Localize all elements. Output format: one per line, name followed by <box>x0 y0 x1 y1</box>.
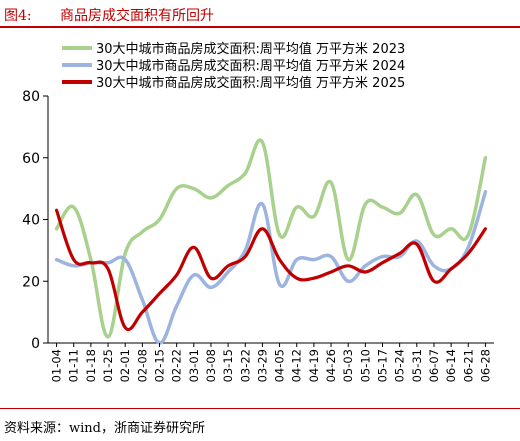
x-axis-ticks: 01-04 01-11 01-18 01-25 02-01 02-08 02-15 02-22… <box>50 343 492 382</box>
figure-header: 图4: 商品房成交面积有所回升 <box>0 0 520 28</box>
x-tick-label: 02-22 <box>170 349 184 382</box>
legend-label: 30大中城市商品房成交面积:周平均值 万平方米 2024 <box>96 58 405 74</box>
x-tick-label: 06-14 <box>444 349 458 382</box>
y-tick-label: 20 <box>22 274 40 290</box>
x-tick-label: 01-11 <box>67 349 81 382</box>
x-tick-label: 06-21 <box>461 349 475 382</box>
x-tick-label: 04-05 <box>273 349 287 382</box>
x-tick-label: 02-08 <box>135 349 149 382</box>
y-tick-label: 40 <box>22 213 40 229</box>
x-tick-label: 03-08 <box>204 349 218 382</box>
x-tick-label: 05-31 <box>410 349 424 382</box>
chart-series <box>54 138 488 345</box>
figure-title: 商品房成交面积有所回升 <box>60 8 214 24</box>
y-axis-ticks: 0 20 40 60 80 <box>22 89 48 352</box>
line-chart: 30大中城市商品房成交面积:周平均值 万平方米 202330大中城市商品房成交面… <box>22 41 494 382</box>
x-tick-label: 02-15 <box>153 349 167 382</box>
x-tick-label: 01-04 <box>50 349 64 382</box>
chart-legend: 30大中城市商品房成交面积:周平均值 万平方米 202330大中城市商品房成交面… <box>62 41 405 91</box>
x-tick-label: 05-10 <box>358 349 372 382</box>
x-tick-label: 01-18 <box>84 349 98 382</box>
series-line <box>54 208 488 331</box>
figure-label: 图4: <box>4 8 32 24</box>
x-tick-label: 04-12 <box>290 349 304 382</box>
series-line <box>54 138 488 339</box>
x-tick-label: 03-22 <box>238 349 252 382</box>
y-tick-label: 80 <box>22 89 40 105</box>
x-tick-label: 05-17 <box>376 349 390 382</box>
x-tick-label: 03-15 <box>221 349 235 382</box>
x-tick-label: 01-25 <box>101 349 115 382</box>
x-tick-label: 06-07 <box>427 349 441 382</box>
x-tick-label: 04-26 <box>324 349 338 382</box>
x-tick-label: 04-19 <box>307 349 321 382</box>
y-tick-label: 60 <box>22 151 40 167</box>
x-tick-label: 03-01 <box>187 349 201 382</box>
x-tick-label: 05-03 <box>341 349 355 382</box>
legend-label: 30大中城市商品房成交面积:周平均值 万平方米 2025 <box>96 75 405 91</box>
figure-source: 资料来源：wind，浙商证券研究所 <box>4 421 205 436</box>
x-tick-label: 02-01 <box>118 349 132 382</box>
x-tick-label: 06-28 <box>478 349 492 382</box>
x-tick-label: 03-29 <box>255 349 269 382</box>
x-tick-label: 05-24 <box>393 349 407 382</box>
figure-footer: 资料来源：wind，浙商证券研究所 <box>0 408 520 441</box>
legend-label: 30大中城市商品房成交面积:周平均值 万平方米 2023 <box>96 41 405 57</box>
y-tick-label: 0 <box>31 336 40 352</box>
